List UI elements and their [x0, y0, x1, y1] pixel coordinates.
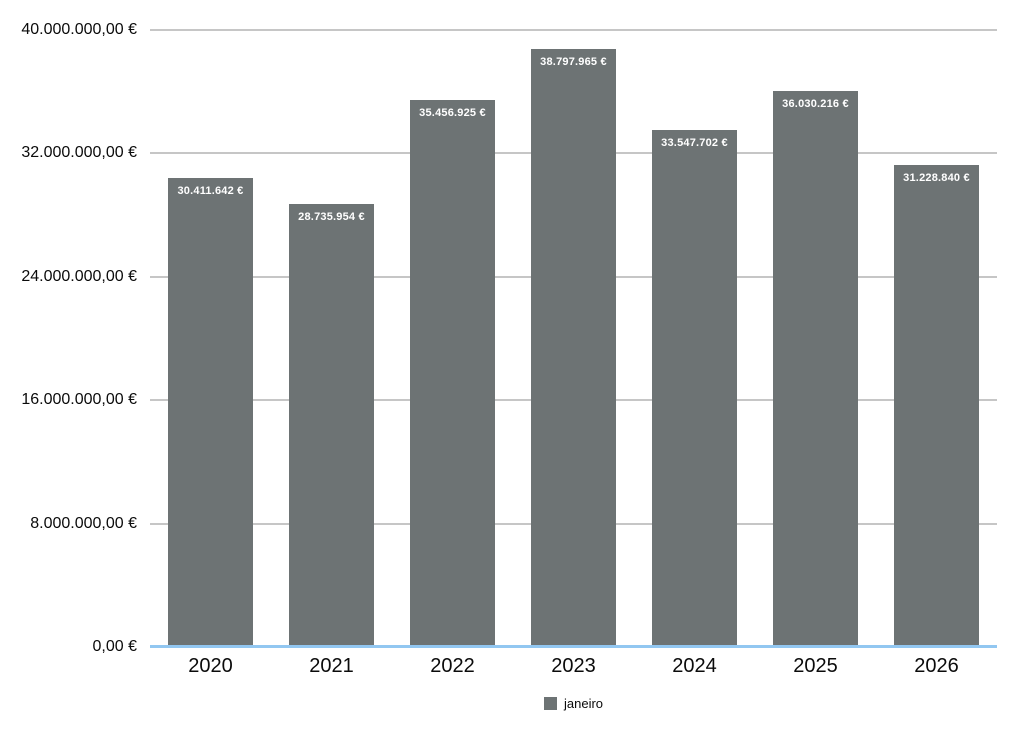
- bar-value-label: 35.456.925 €: [419, 107, 486, 120]
- bar-2021: 28.735.954 €: [289, 203, 374, 647]
- plot-area: 30.411.642 € 28.735.954 € 35.456.925 € 38.7…: [150, 29, 997, 648]
- y-axis-tick-label: 0,00 €: [92, 638, 137, 655]
- bar-2022: 35.456.925 €: [410, 100, 495, 647]
- bar-2025: 36.030.216 €: [773, 91, 858, 647]
- bar-value-label: 30.411.642 €: [177, 184, 244, 197]
- x-axis-tick-label: 2024: [672, 655, 717, 677]
- bar-value-label: 33.547.702 €: [661, 136, 728, 149]
- legend: janeiro: [150, 695, 997, 711]
- x-axis-tick-label: 2021: [309, 655, 354, 677]
- bar-value-label: 28.735.954 €: [298, 210, 365, 223]
- bar-2026: 31.228.840 €: [894, 165, 979, 647]
- y-axis-tick-label: 8.000.000,00 €: [30, 514, 137, 532]
- bar-value-label: 31.228.840 €: [903, 172, 970, 185]
- x-axis-tick-label: 2026: [914, 655, 959, 677]
- x-axis-baseline: [150, 645, 997, 648]
- y-axis-tick-label: 16.000.000,00 €: [21, 391, 137, 409]
- x-axis-tick-label: 2025: [793, 655, 838, 677]
- x-axis-tick-label: 2022: [430, 655, 475, 677]
- bar-2023: 38.797.965 €: [531, 48, 616, 647]
- bar-2020: 30.411.642 €: [168, 177, 253, 647]
- bar-value-label: 36.030.216 €: [782, 98, 849, 111]
- y-axis-tick-label: 32.000.000,00 €: [21, 144, 137, 162]
- y-axis-tick-label: 40.000.000,00 €: [21, 21, 137, 38]
- x-axis-tick-label: 2020: [188, 655, 233, 677]
- x-axis-tick-label: 2023: [551, 655, 596, 677]
- legend-label: janeiro: [563, 695, 604, 711]
- gridline: [150, 29, 997, 31]
- bar-value-label: 38.797.965 €: [540, 55, 607, 68]
- legend-swatch: [543, 696, 557, 710]
- bar-2024: 33.547.702 €: [652, 129, 737, 647]
- y-axis-tick-label: 24.000.000,00 €: [21, 267, 137, 285]
